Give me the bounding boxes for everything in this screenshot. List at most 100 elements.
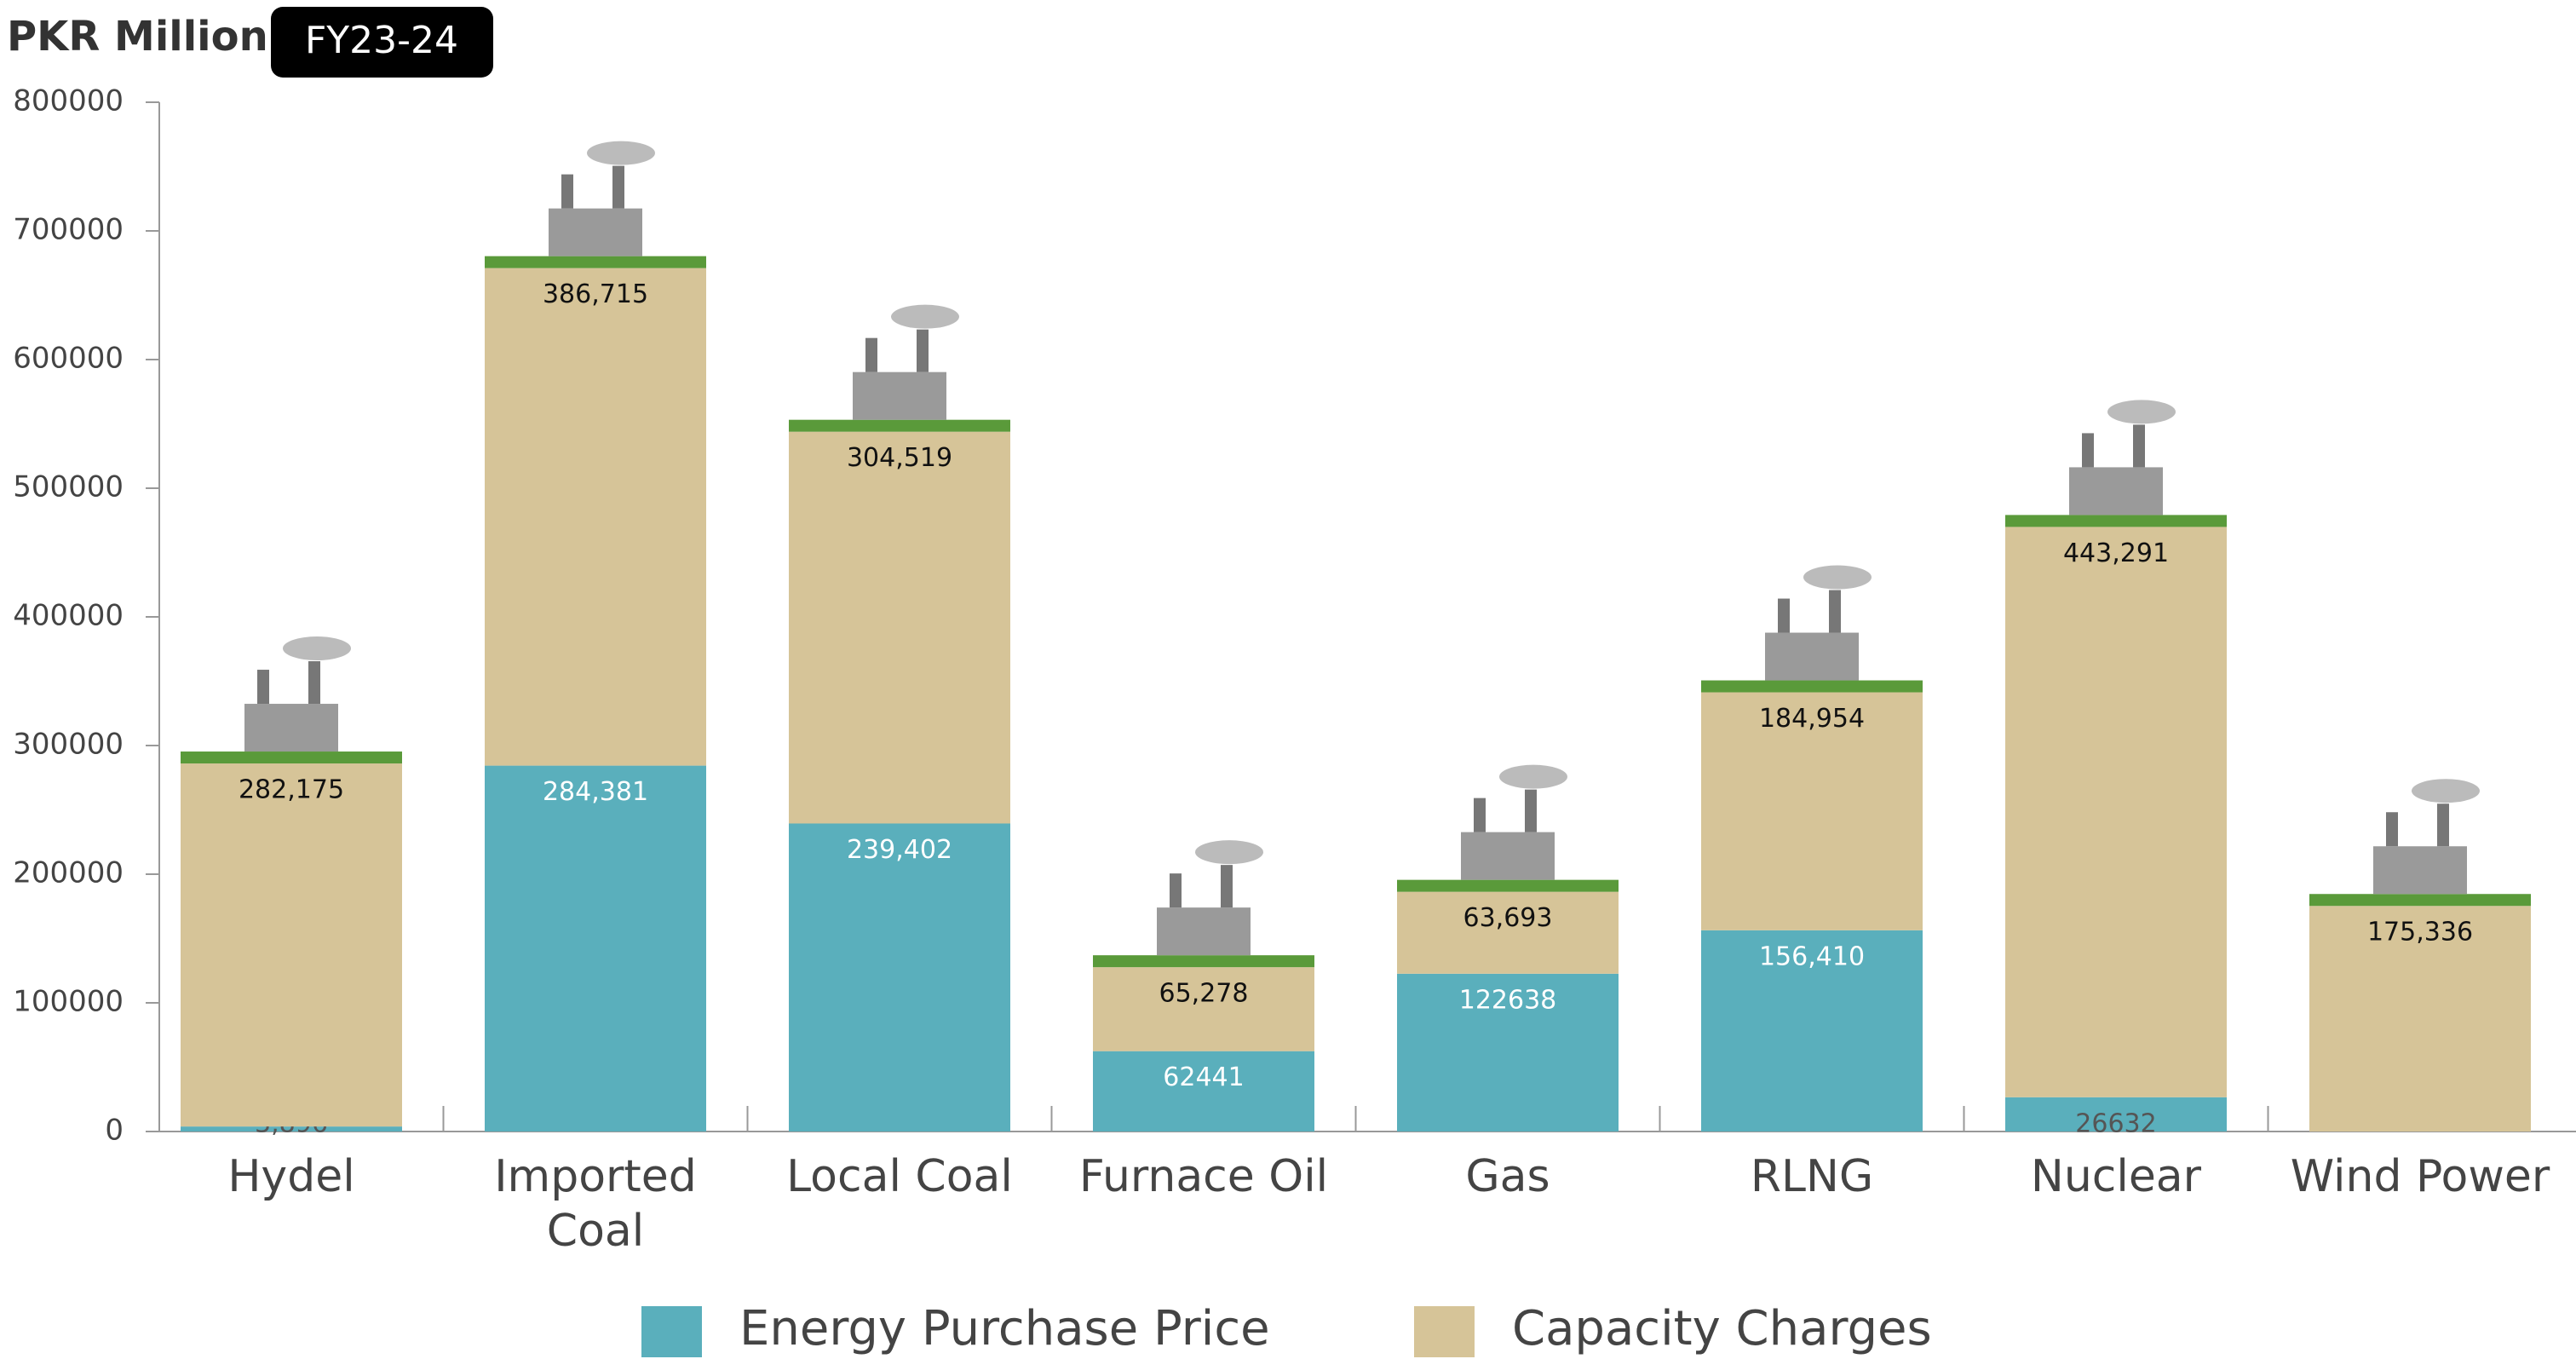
icon-ground <box>1093 955 1314 968</box>
icon <box>2309 779 2531 907</box>
icon-cloud <box>2412 779 2480 803</box>
x-tick-label: Furnace Oil <box>1079 1151 1328 1202</box>
icon-ground <box>181 751 402 764</box>
bar-segment <box>1701 930 1923 1132</box>
value-label: 156,410 <box>1759 942 1865 971</box>
bar-segment <box>1093 1051 1314 1132</box>
value-label: 443,291 <box>2063 538 2169 568</box>
icon-cloud <box>891 304 959 329</box>
badge <box>271 7 493 78</box>
icon-building <box>2373 846 2467 895</box>
icon-chimney <box>1525 789 1537 832</box>
icon-chimney <box>561 174 573 209</box>
icon-cloud <box>1499 764 1567 789</box>
icon <box>485 141 706 268</box>
icon-building <box>2069 467 2163 515</box>
icon-ground <box>1397 879 1619 892</box>
icon-chimney <box>1829 590 1841 633</box>
x-tick-label: Nuclear <box>2031 1151 2202 1202</box>
icon-cloud <box>1803 565 1872 590</box>
icon-chimney <box>612 165 624 209</box>
y-tick-label: 500000 <box>13 470 124 504</box>
value-label: 63,693 <box>1463 903 1553 933</box>
icon-chimney <box>2133 424 2145 468</box>
bar-segment <box>2005 1097 2227 1132</box>
icon-cloud <box>587 141 655 165</box>
x-tick-label-line: Imported <box>494 1151 697 1202</box>
icon <box>1397 764 1619 892</box>
icon-ground <box>2005 515 2227 527</box>
x-tick-label: Hydel <box>227 1151 354 1202</box>
icon-ground <box>485 256 706 268</box>
bar-segment <box>789 823 1010 1132</box>
legend-swatch <box>1414 1306 1475 1357</box>
icon-chimney <box>257 670 269 705</box>
icon-building <box>853 371 946 420</box>
icon <box>1701 565 1923 693</box>
value-label: 386,715 <box>543 279 648 309</box>
icon-building <box>1461 832 1555 880</box>
chart-subtitle: FY23-24 <box>305 19 458 62</box>
bar-segment <box>2309 906 2531 1132</box>
x-tick-label-line: Coal <box>547 1206 644 1257</box>
legend-swatch <box>641 1306 702 1357</box>
icon-chimney <box>308 661 320 705</box>
y-tick-label: 800000 <box>13 84 124 118</box>
y-tick-label: 600000 <box>13 342 124 376</box>
icon-chimney <box>1170 873 1182 908</box>
bar-segment <box>1093 967 1314 1051</box>
icon-building <box>1157 907 1251 956</box>
icon-chimney <box>917 329 929 372</box>
icon-chimney <box>865 337 877 372</box>
bar-segment <box>1397 891 1619 974</box>
x-tick-label: RLNG <box>1751 1151 1873 1202</box>
bar-segment <box>1397 973 1619 1132</box>
icon-cloud <box>283 636 351 661</box>
x-tick-label: Imported Coal <box>494 1151 697 1257</box>
value-label: 26632 <box>2075 1109 2156 1139</box>
value-label: 282,175 <box>239 775 344 805</box>
y-tick-label: 0 <box>105 1114 124 1148</box>
legend-label: Capacity Charges <box>1512 1301 1932 1356</box>
icon-chimney <box>1221 865 1233 908</box>
icon-building <box>1765 632 1859 681</box>
bar-segment <box>485 268 706 766</box>
x-tick-label: Local Coal <box>786 1151 1013 1202</box>
icon-building <box>244 704 338 752</box>
value-label: 284,381 <box>543 777 648 807</box>
value-label: 175,336 <box>2367 918 2473 947</box>
bar-segment <box>2005 527 2227 1097</box>
icon <box>789 304 1010 432</box>
bar-segment <box>181 1126 402 1132</box>
icon <box>1093 840 1314 968</box>
y-tick-label: 700000 <box>13 213 124 247</box>
icon-chimney <box>1778 598 1790 633</box>
bar-segment <box>789 431 1010 824</box>
icon-chimney <box>1474 798 1486 832</box>
chart-title: PKR Million <box>7 13 268 60</box>
icon-chimney <box>2437 803 2449 847</box>
icon-building <box>549 208 642 256</box>
icon-chimney <box>2386 812 2398 847</box>
icon-cloud <box>1195 840 1263 865</box>
icon-cloud <box>2107 400 2176 424</box>
icon <box>181 636 402 764</box>
value-label: 184,954 <box>1759 704 1865 734</box>
bar-segment <box>485 765 706 1132</box>
value-label: 122638 <box>1459 985 1557 1015</box>
icon <box>2005 400 2227 527</box>
bar-segment <box>1701 692 1923 930</box>
icon-ground <box>2309 894 2531 907</box>
value-label: 304,519 <box>847 443 952 473</box>
y-tick-label: 200000 <box>13 856 124 890</box>
icon-chimney <box>2082 433 2094 468</box>
bar-segment <box>181 763 402 1127</box>
x-tick-label: Wind Power <box>2291 1151 2550 1202</box>
icon-ground <box>1701 680 1923 693</box>
value-label: 62441 <box>1163 1062 1244 1092</box>
icon-ground <box>789 419 1010 432</box>
y-tick-label: 100000 <box>13 985 124 1019</box>
y-tick-label: 400000 <box>13 599 124 633</box>
